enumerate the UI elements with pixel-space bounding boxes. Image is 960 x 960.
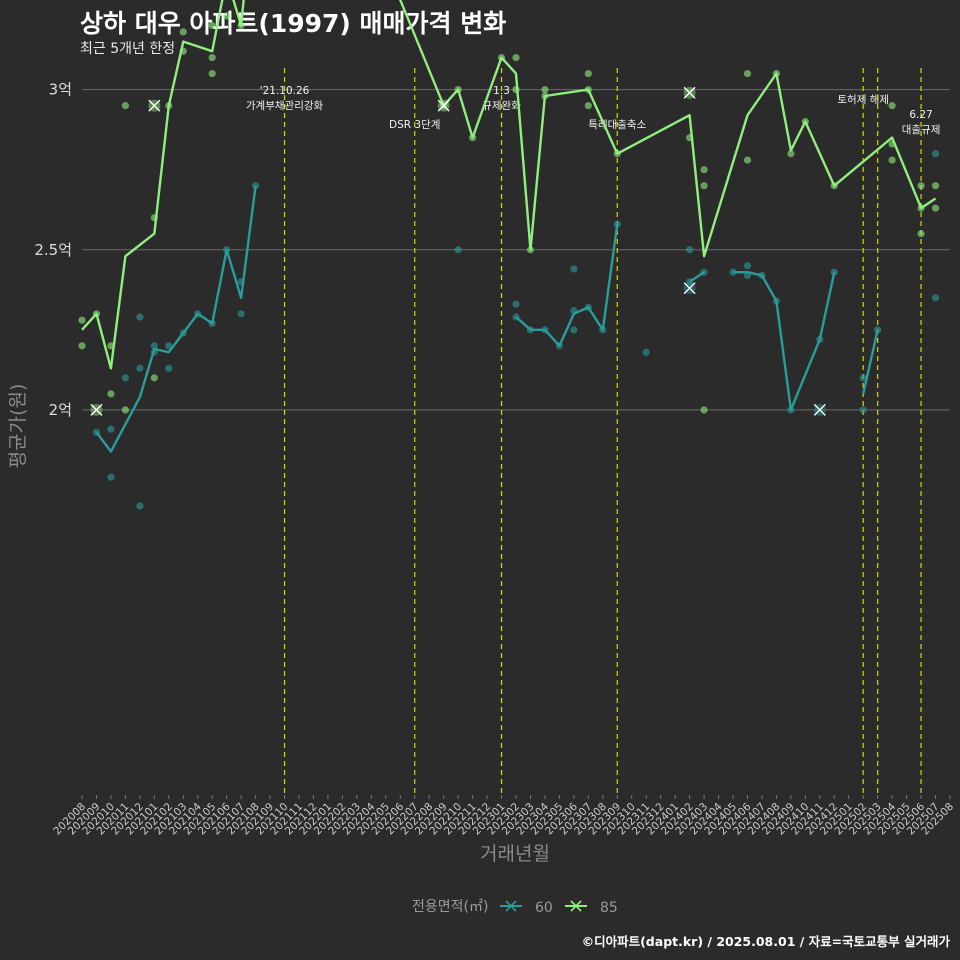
series-layer [78,0,940,510]
data-point-85 [107,390,115,398]
chart-title: 상하 대우 아파트(1997) 매매가격 변화 [80,9,507,38]
cross-marker-85 [437,99,450,112]
chart-subtitle: 최근 5개년 한정 [80,41,176,57]
data-point-60 [570,265,578,273]
data-point-60 [512,300,520,308]
cross-marker-stroke [90,403,103,416]
y-tick-label: 2.5억 [34,241,72,259]
data-point-85 [917,182,925,190]
cross-marker-stroke [813,403,826,416]
data-point-85 [743,156,752,164]
data-point-60 [136,502,144,510]
data-point-60 [237,310,245,318]
data-point-60 [743,262,752,270]
cross-marker-stroke [683,282,696,295]
data-point-60 [859,374,867,382]
data-point-85 [512,53,520,62]
data-point-60 [454,246,462,254]
y-tick-label: 2억 [49,401,72,419]
data-point-85 [208,69,216,78]
cross-marker-stroke [148,99,161,112]
x-axis-title: 거래년월 [480,843,550,865]
legend: 전용면적(㎡) 60 85 [412,899,618,916]
data-point-85 [179,28,187,36]
series-line-60 [862,329,879,395]
data-point-60 [136,313,144,321]
data-point-85 [150,374,158,382]
data-point-85 [700,166,708,174]
data-point-85 [584,69,592,78]
data-point-85 [700,406,708,414]
data-point-85 [743,69,752,78]
cross-marker-stroke [437,99,450,112]
source-caption: ©디아파트(dapt.kr) / 2025.08.01 / 자료=국토교통부 실… [581,934,950,949]
data-point-60 [121,374,129,382]
cross-marker-60 [683,282,696,295]
y-axis-ticks: 2억2.5억3억3.5억 [34,81,72,419]
data-point-60 [931,294,940,302]
event-annotation: 규제완화 [482,99,521,112]
data-point-85 [931,204,940,212]
legend-title: 전용면적(㎡) [412,899,488,915]
cross-marker-85 [148,99,161,112]
event-annotation: DSR 3단계 [389,119,440,131]
data-point-85 [121,102,129,110]
series-line-60 [95,185,257,453]
data-point-85 [541,86,549,94]
legend-label-85: 85 [600,900,618,916]
data-point-60 [859,406,867,414]
data-point-85 [78,316,86,324]
series-line-85 [81,0,937,370]
event-annotation: '21.10.26 [260,85,310,97]
event-annotation: 대출규제 [902,124,941,136]
cross-marker-60 [813,403,826,416]
series-line-60 [515,223,619,347]
legend-cross-85 [570,900,582,912]
data-point-85 [700,182,708,190]
event-annotation: 1.3 [493,85,510,97]
data-point-60 [136,364,144,372]
data-point-85 [931,182,940,190]
legend-label-60: 60 [535,900,553,916]
cross-marker-stroke [683,86,696,99]
event-annotation: 6.27 [909,109,932,121]
series-line-60 [733,271,836,412]
data-point-85 [787,150,795,158]
data-point-60 [642,348,650,356]
data-point-60 [570,326,578,334]
data-point-85 [888,102,896,110]
data-point-60 [107,425,115,433]
data-point-60 [107,473,115,481]
cross-marker-85 [683,86,696,99]
data-point-85 [223,12,231,20]
data-point-60 [252,182,260,190]
data-point-85 [584,102,592,110]
series-line-60 [688,271,705,283]
grid-lines [82,89,950,411]
data-point-60 [165,342,173,350]
y-axis-title: 평균가(원) [7,384,29,469]
data-point-60 [150,342,158,350]
data-point-60 [686,246,694,254]
data-point-85 [78,342,86,350]
legend-cross-60 [505,900,517,912]
data-point-85 [121,406,129,414]
data-point-60 [931,150,940,158]
data-point-60 [165,364,173,372]
event-annotation: 특례대출축소 [588,119,646,131]
y-tick-label: 3억 [49,81,72,99]
event-annotation: 가계부채관리강화 [246,100,324,112]
data-point-85 [208,21,216,30]
x-axis-ticks: 2020082020092020102020112020122021012021… [51,795,956,837]
data-point-60 [830,268,838,276]
cross-marker-85 [90,403,103,416]
data-point-85 [888,156,896,164]
data-point-85 [917,230,925,238]
data-point-85 [208,53,216,62]
event-annotation: 토허제 해제 [837,93,889,106]
